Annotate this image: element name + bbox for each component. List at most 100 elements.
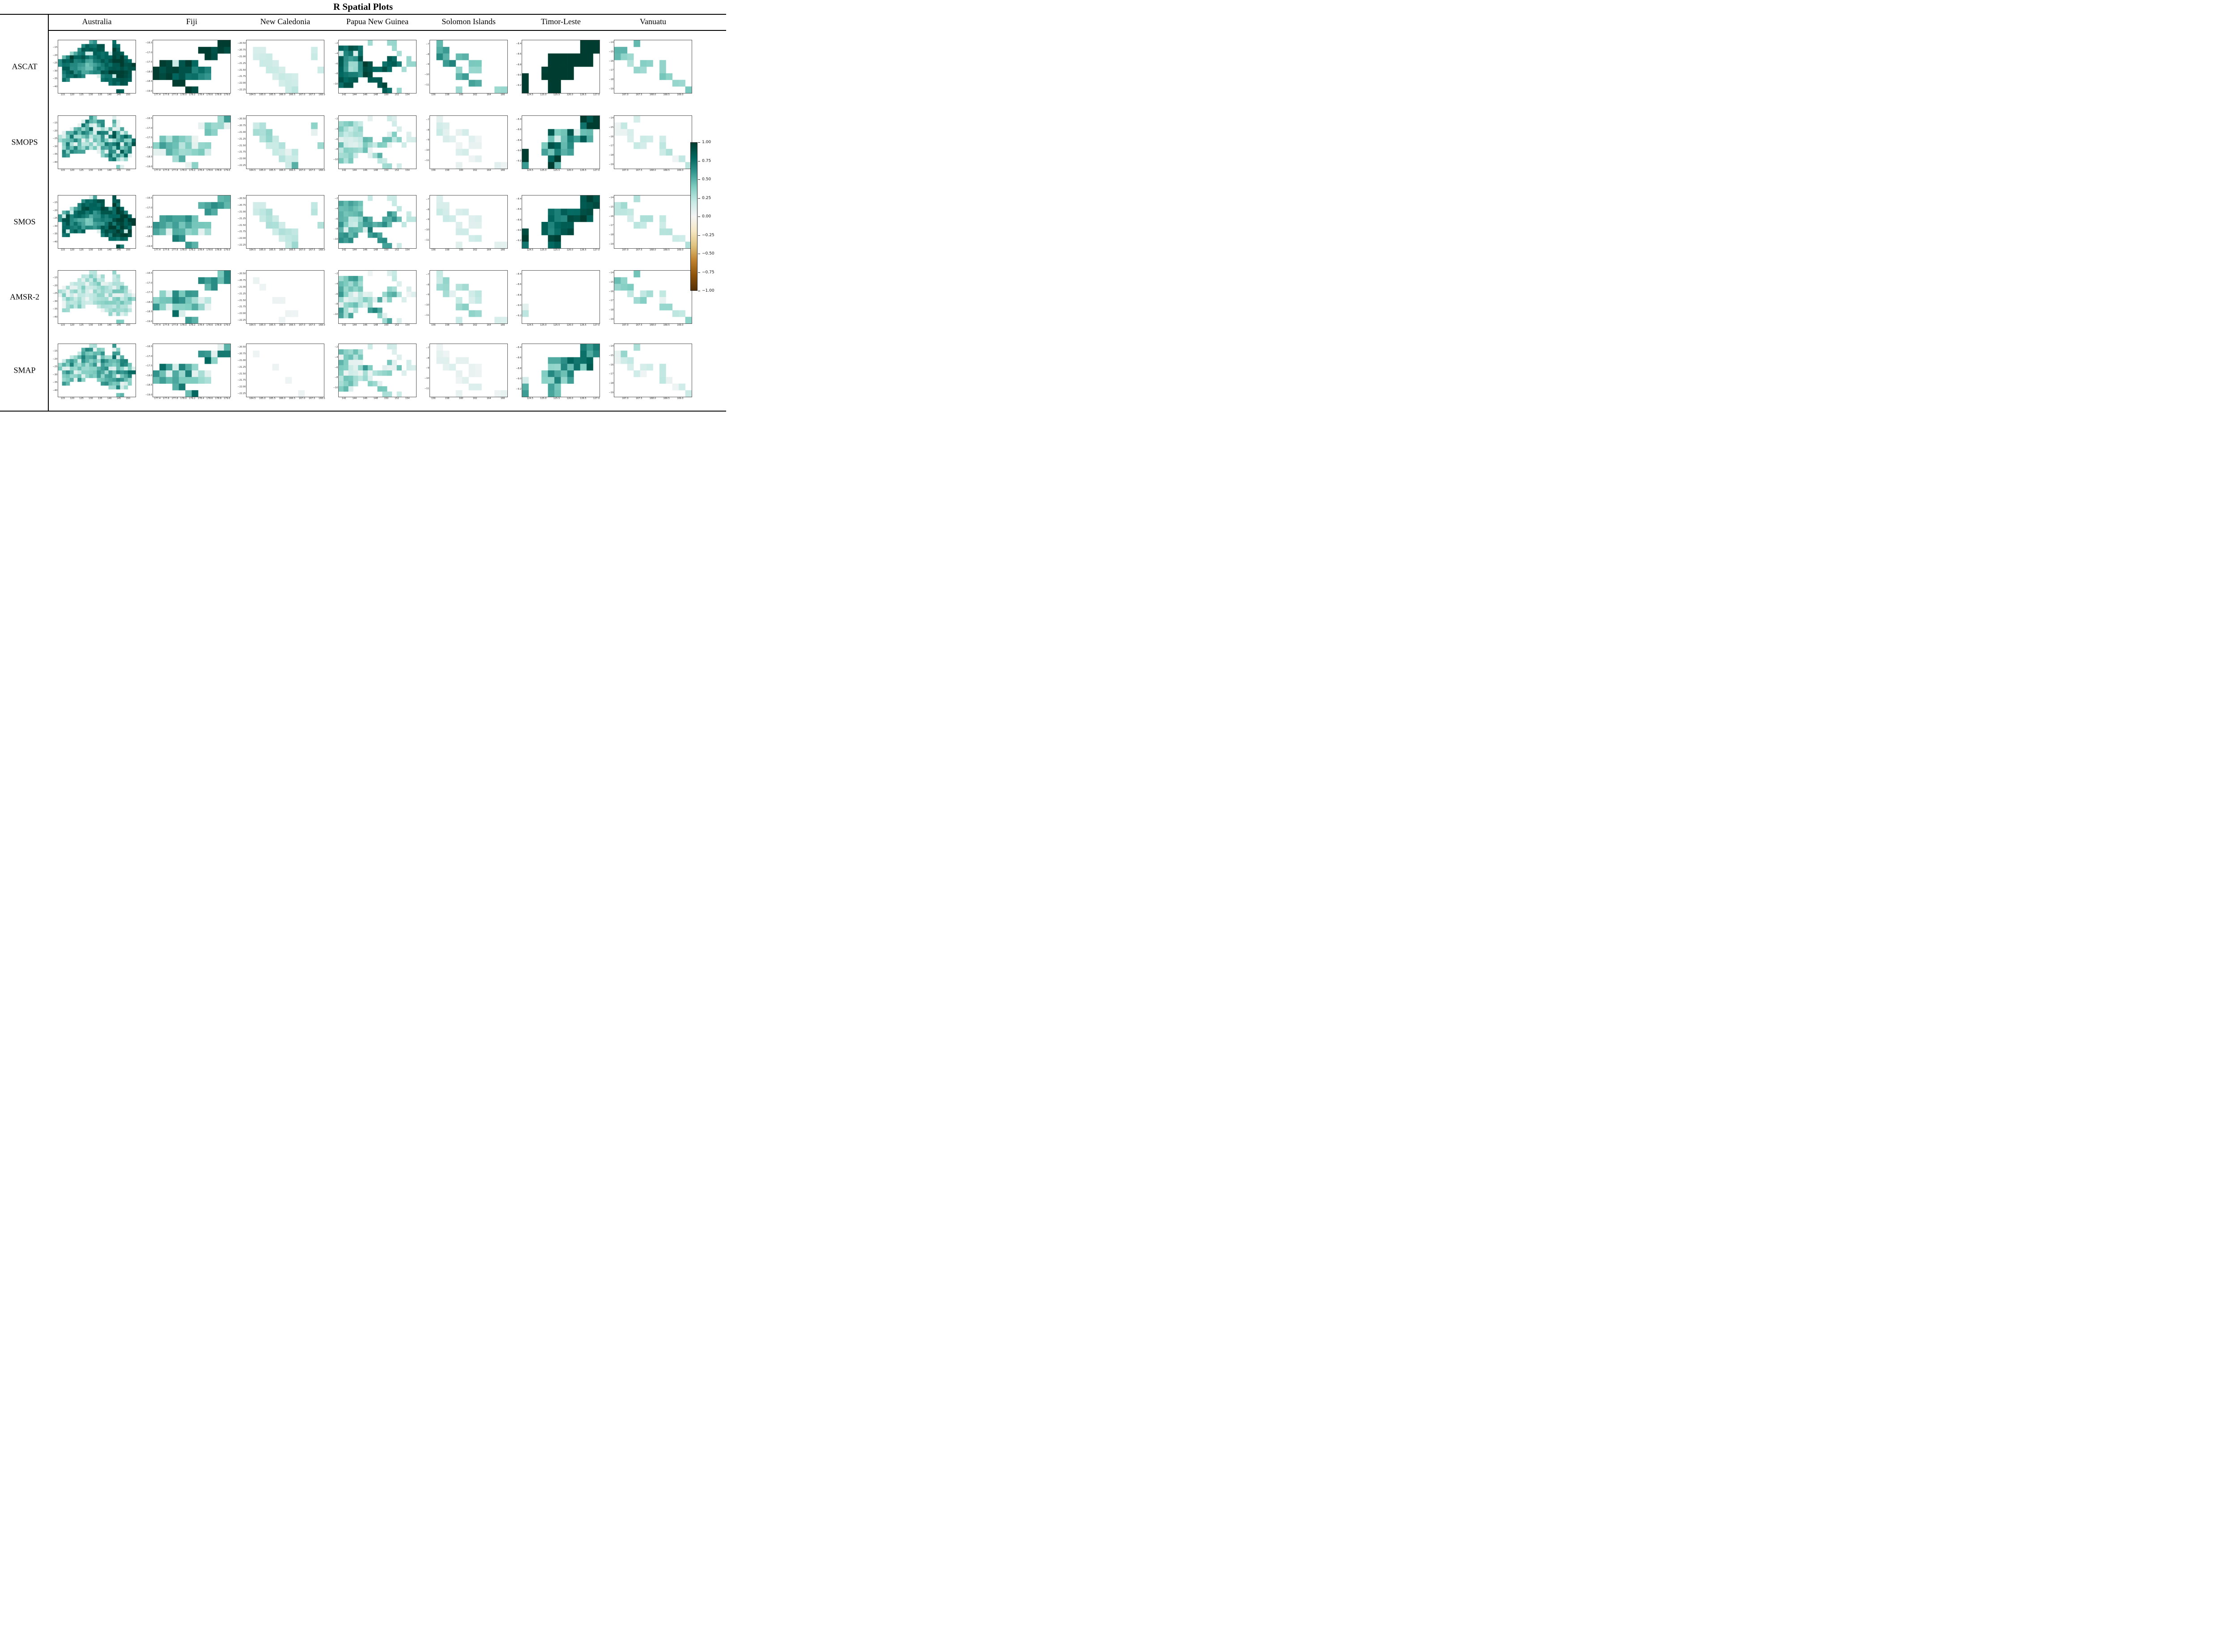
plot-ascat-solomon-islands: −7 −8 −9 −10 −11 156 158 160 162 164 166 [425, 40, 508, 97]
y-tick-label: −15 [608, 280, 614, 284]
y-tick-label: −8.4 [516, 42, 522, 46]
x-tick-label: 125.5 [553, 397, 560, 400]
x-tick-label: 169.0 [677, 324, 684, 327]
x-tick-label: 160 [459, 169, 464, 172]
y-tick-label: −19.0 [145, 320, 153, 323]
x-tick-label: 168.0 [319, 93, 325, 97]
x-tick-label: 125 [79, 397, 84, 400]
x-tick-label: 150 [126, 93, 131, 97]
y-tick-label: −21.00 [237, 359, 246, 362]
plot-ascat-papua-new-guinea: −2 −4 −6 −8 −10 142 144 146 148 150 152 154 [333, 40, 417, 96]
x-tick-label: 130 [89, 93, 93, 97]
x-tick-label: 150 [384, 324, 389, 327]
y-tick-label: −15 [52, 201, 58, 204]
y-tick-label: −16 [608, 215, 614, 218]
map-canvas-amsr-2-fiji [153, 271, 230, 323]
plot-ascat-new-caledonia: −20.50 −20.75 −21.00 −21.25 −21.50 −21.75 −22.… [238, 40, 325, 97]
y-tick-label: −15 [52, 276, 58, 279]
x-tick-label: 135 [98, 93, 102, 97]
y-tick-label: −9 [425, 139, 430, 142]
y-tick-label: −22.25 [237, 89, 246, 92]
colorbar-tick-label: 1.00 [702, 140, 711, 144]
x-tick-label: 120 [70, 324, 75, 327]
x-tick-label: 148 [373, 169, 378, 172]
x-tick-label: 165.0 [259, 324, 266, 327]
x-tick-label: 156 [431, 324, 436, 327]
y-tick-label: −20.75 [237, 204, 246, 207]
y-tick-label: −8 [334, 228, 338, 231]
x-tick-label: 146 [363, 169, 367, 172]
y-tick-label: −15 [608, 354, 614, 357]
y-tick-label: −8.4 [516, 118, 522, 121]
x-tick-label: 168.0 [319, 324, 325, 327]
y-tick-label: −2 [334, 272, 338, 275]
y-tick-label: −20.50 [237, 272, 246, 276]
x-tick-label: 154 [405, 169, 410, 172]
map-canvas-smap-vanuatu [614, 344, 692, 397]
y-tick-label: −18.5 [145, 235, 153, 238]
x-tick-label: 152 [395, 169, 399, 172]
x-tick-label: 164 [486, 169, 491, 172]
map-canvas-amsr-2-timor-leste [522, 271, 600, 323]
column-header-vanuatu: Vanuatu [640, 17, 666, 26]
x-tick-label: 127.0 [593, 169, 600, 172]
x-tick-label: 178.2 [189, 169, 196, 172]
x-tick-label: 177.6 [162, 249, 170, 252]
plot-ascat-fiji: −16.5 −17.0 −17.5 −18.0 −18.5 −19.0 177.4 177.6… [145, 40, 231, 96]
y-tick-label: −21.50 [237, 224, 246, 227]
x-tick-label: 168.5 [663, 93, 670, 97]
plot-smos-timor-leste: −8.4 −8.6 −8.8 −9.0 −9.2 124.5 125.0 125.5 126.0… [516, 195, 600, 252]
colorbar-tick-mark [698, 198, 700, 199]
y-tick-label: −8 [425, 128, 430, 132]
x-tick-label: 168.0 [649, 93, 656, 97]
x-tick-label: 152 [395, 249, 399, 252]
x-tick-label: 178.2 [189, 249, 196, 252]
y-tick-label: −30 [52, 69, 58, 72]
x-tick-label: 158 [445, 93, 450, 97]
plot-ascat-vanuatu: −14 −15 −16 −17 −18 −19 167.0 167.5 168.0 168.5 16… [609, 40, 692, 97]
x-tick-label: 124.5 [527, 249, 533, 252]
y-tick-label: −25 [52, 62, 58, 65]
y-tick-label: −20 [52, 209, 58, 212]
y-tick-label: −20 [52, 284, 58, 287]
x-tick-label: 142 [342, 397, 346, 400]
y-tick-label: −20.75 [237, 48, 246, 51]
x-tick-label: 144 [352, 324, 357, 327]
y-tick-label: −9.0 [516, 229, 522, 232]
y-tick-label: −35 [52, 381, 58, 384]
bottom-rule [0, 411, 726, 412]
x-tick-label: 168.5 [663, 324, 670, 327]
x-tick-label: 160 [459, 249, 464, 252]
x-tick-label: 126.5 [580, 397, 587, 400]
x-tick-label: 166.5 [289, 169, 296, 172]
plot-smap-papua-new-guinea: −2 −4 −6 −8 −10 142 144 146 148 150 152 154 [333, 344, 417, 400]
y-tick-label: −25 [52, 137, 58, 140]
y-tick-label: −21.50 [237, 299, 246, 302]
x-tick-label: 164.5 [249, 324, 256, 327]
x-tick-label: 125 [79, 249, 84, 252]
y-tick-label: −18.0 [145, 374, 153, 377]
x-tick-label: 167.5 [636, 397, 642, 400]
y-tick-label: −11 [424, 159, 430, 162]
y-tick-label: −19 [608, 318, 614, 321]
y-tick-label: −8 [425, 208, 430, 211]
y-tick-label: −35 [52, 77, 58, 81]
y-tick-label: −14 [608, 196, 614, 200]
x-tick-label: 145 [116, 249, 121, 252]
y-tick-label: −9 [425, 367, 430, 370]
y-tick-label: −7 [425, 43, 430, 46]
x-tick-label: 162 [472, 93, 477, 97]
y-tick-label: −16.5 [145, 197, 153, 200]
x-tick-label: 126.5 [580, 324, 587, 327]
plot-smops-papua-new-guinea: −2 −4 −6 −8 −10 142 144 146 148 150 152 154 [333, 115, 417, 172]
x-tick-label: 146 [363, 324, 367, 327]
y-tick-label: −2 [334, 197, 338, 200]
y-tick-label: −8 [334, 148, 338, 151]
y-tick-label: −22.25 [237, 164, 246, 167]
map-canvas-ascat-timor-leste [522, 40, 600, 93]
plot-smap-solomon-islands: −7 −8 −9 −10 −11 156 158 160 162 164 166 [425, 344, 508, 400]
x-tick-label: 125.0 [540, 169, 547, 172]
y-tick-label: −9.2 [516, 239, 522, 242]
y-tick-label: −8 [425, 283, 430, 286]
y-tick-label: −20.75 [237, 124, 246, 127]
